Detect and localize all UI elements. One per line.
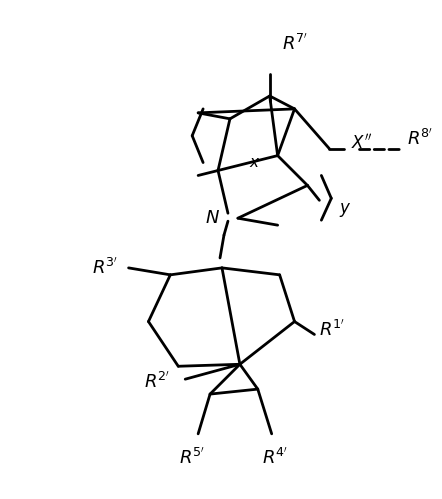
Text: $R^{5'}$: $R^{5'}$ (179, 447, 205, 468)
Text: $R^{2'}$: $R^{2'}$ (144, 371, 170, 392)
Text: $R^{7'}$: $R^{7'}$ (282, 33, 308, 54)
Text: $y$: $y$ (339, 201, 352, 219)
Text: $X''$: $X''$ (351, 133, 373, 152)
Text: $R^{8'}$: $R^{8'}$ (407, 128, 433, 149)
Text: $x$: $x$ (249, 155, 261, 170)
Text: $R^{1'}$: $R^{1'}$ (320, 319, 346, 340)
Text: $R^{3'}$: $R^{3'}$ (92, 257, 118, 278)
Text: $R^{4'}$: $R^{4'}$ (262, 447, 288, 468)
Text: $N$: $N$ (205, 209, 220, 227)
